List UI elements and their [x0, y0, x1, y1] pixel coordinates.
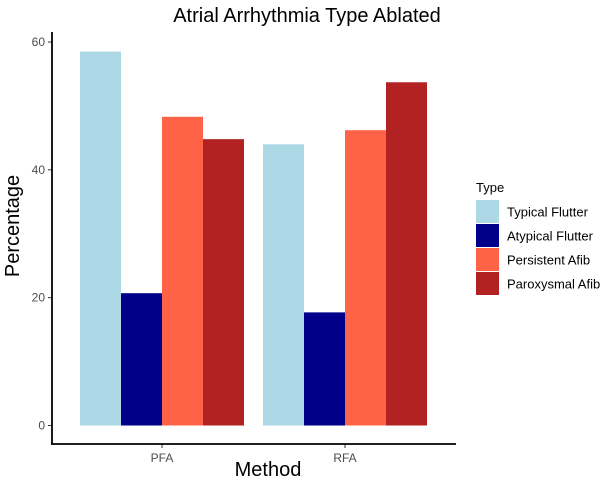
- bar-rfa-typical-flutter: [263, 144, 304, 426]
- y-axis-title: Percentage: [2, 175, 24, 277]
- chart-title: Atrial Arrhythmia Type Ablated: [173, 5, 441, 27]
- y-tick-label: 0: [38, 419, 45, 433]
- x-axis-ticks: PFA RFA: [151, 444, 357, 465]
- x-tick-label: RFA: [333, 451, 356, 465]
- legend-label: Paroxysmal Afib: [507, 277, 600, 292]
- legend-key-typical-flutter: [476, 200, 499, 223]
- y-tick-label: 60: [32, 35, 46, 49]
- legend-title: Type: [476, 180, 504, 195]
- bar-pfa-persistent-afib: [162, 116, 203, 426]
- x-axis-title: Method: [235, 459, 302, 481]
- legend-key-atypical-flutter: [476, 224, 499, 247]
- y-tick-label: 20: [32, 291, 46, 305]
- bar-pfa-typical-flutter: [80, 51, 121, 426]
- bar-rfa-paroxysmal-afib: [386, 82, 427, 426]
- bar-pfa-atypical-flutter: [121, 293, 162, 426]
- bar-rfa-atypical-flutter: [304, 312, 345, 426]
- y-axis-ticks: 0 20 40 60: [32, 35, 52, 433]
- legend-label: Persistent Afib: [507, 253, 590, 268]
- legend-key-persistent-afib: [476, 248, 499, 271]
- legend-label: Typical Flutter: [507, 205, 589, 220]
- x-tick-label: PFA: [151, 451, 174, 465]
- legend: Typical Flutter Atypical Flutter Persisten…: [476, 200, 600, 295]
- legend-key-paroxysmal-afib: [476, 272, 499, 295]
- bars-group: [80, 51, 427, 426]
- y-tick-label: 40: [32, 163, 46, 177]
- legend-label: Atypical Flutter: [507, 229, 594, 244]
- bar-pfa-paroxysmal-afib: [203, 139, 244, 426]
- bar-rfa-persistent-afib: [345, 130, 386, 426]
